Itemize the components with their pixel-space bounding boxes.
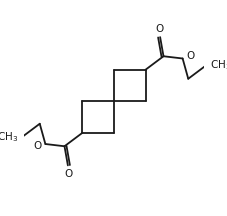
Text: CH$_3$: CH$_3$ (209, 58, 227, 72)
Text: O: O (185, 51, 193, 61)
Text: CH$_3$: CH$_3$ (0, 130, 18, 144)
Text: O: O (65, 169, 73, 179)
Text: O: O (154, 24, 162, 34)
Text: O: O (34, 141, 42, 151)
